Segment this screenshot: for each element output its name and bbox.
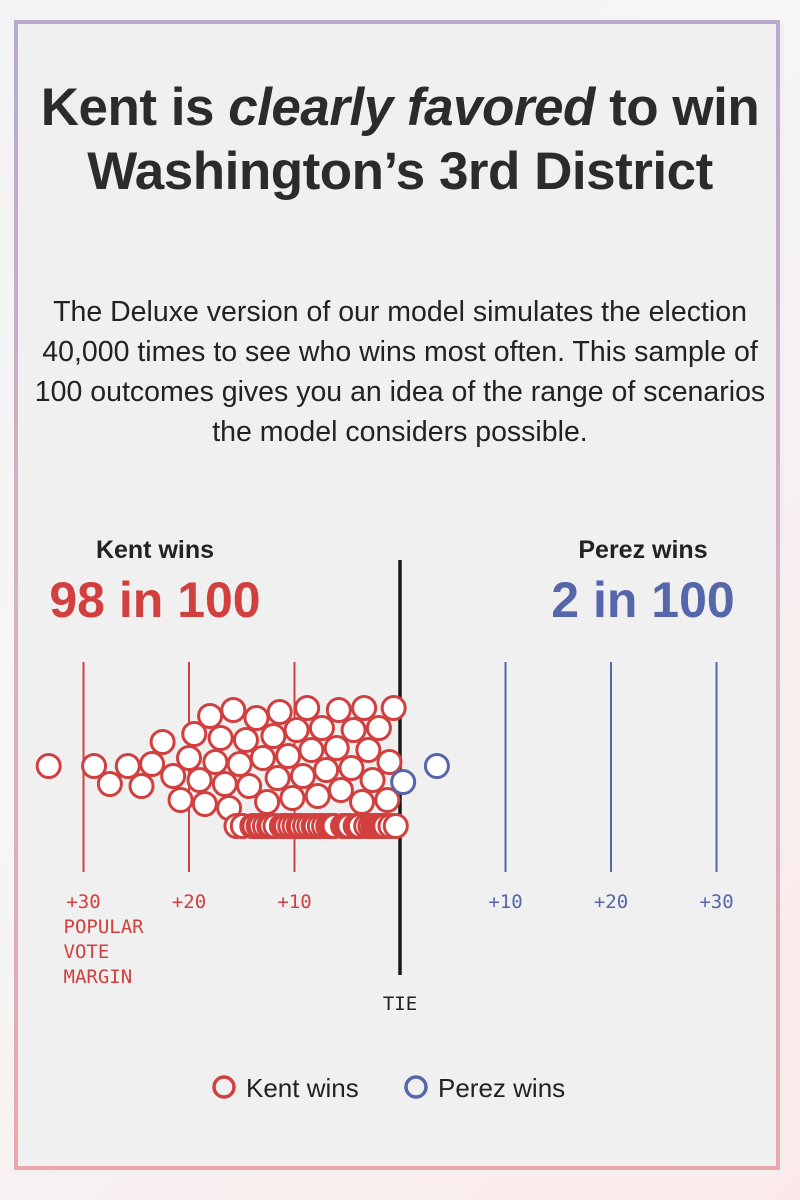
x-axis-label: POPULAR VOTE MARGIN [64,916,145,988]
kent-outcome-dot [338,755,365,781]
kent-outcome-dot [289,763,316,789]
kent-outcome-dot [128,773,155,799]
legend-perez-marker [404,1075,428,1099]
tie-label: TIE [383,993,417,1015]
legend-perez-label: Perez wins [438,1073,565,1103]
kent-outcome-dot [279,785,306,811]
title-emphasis: clearly favored [228,78,595,137]
kent-outcome-dot [294,695,321,721]
perez-wins-count: 2 in 100 [551,572,734,628]
tick-label: +10 [277,891,311,913]
kent-outcome-dot [304,783,331,809]
kent-outcome-dot [380,695,407,721]
kent-outcome-dot [355,737,382,763]
kent-outcome-dot [313,757,340,783]
perez-outcome-dot [423,753,450,779]
kent-outcome-dot [382,813,409,839]
kent-outcome-dot [226,751,253,777]
perez-wins-heading: Perez wins [578,536,707,564]
legend-kent-label: Kent wins [246,1073,359,1103]
kent-outcome-dot [167,787,194,813]
kent-outcome-dot [236,773,263,799]
kent-outcome-dot [191,791,218,817]
perez-outcome-dot [390,769,417,795]
title-part: to win Washington’s 3rd District [87,78,760,201]
kent-outcome-dot [81,753,108,779]
kent-outcome-dot [264,765,291,791]
x-axis-label-line: POPULAR [64,916,145,938]
kent-outcome-dot [308,715,335,741]
tick-label: +10 [488,891,522,913]
kent-outcome-dot [96,771,123,797]
kent-outcome-dot [254,789,281,815]
tick-label: +20 [172,891,206,913]
kent-outcome-dot [340,717,367,743]
legend-kent-marker [212,1075,236,1099]
kent-outcome-dot [232,727,259,753]
kent-outcome-dot [211,771,238,797]
kent-outcome-dot [207,725,234,751]
kent-outcome-dot [359,767,386,793]
chart-subtitle: The Deluxe version of our model simulate… [34,296,766,448]
kent-wins-count: 98 in 100 [49,572,260,628]
kent-wins-heading: Kent wins [96,536,214,564]
legend: Kent wins Perez wins [212,1073,565,1103]
kent-outcome-dot [325,697,352,723]
chart-title: Kent is clearly favored to win Washingto… [40,76,760,204]
x-axis-label-line: MARGIN [64,966,133,988]
title-part: Kent is [40,78,229,137]
kent-outcome-dot [202,749,229,775]
kent-outcome-dot [243,705,270,731]
kent-outcome-dot [249,745,276,771]
kent-outcome-dot [181,721,208,747]
tick-label: +30 [699,891,733,913]
kent-outcome-dot [176,745,202,771]
kent-outcome-dot [275,743,302,769]
kent-outcome-dot [35,753,62,779]
kent-outcome-dot [149,729,176,755]
kent-outcome-dot [160,763,187,789]
tick-label: +30 [66,891,100,913]
kent-outcome-dot [186,767,213,793]
kent-outcome-dot [349,789,376,815]
kent-outcome-dot [220,697,247,723]
kent-outcome-dot [374,787,401,813]
kent-outcome-dot [139,751,166,777]
kent-outcome-dot [283,717,310,743]
kent-outcome-dot [114,753,141,779]
kent-outcome-dot [365,715,392,741]
tick-label: +20 [594,891,628,913]
x-axis-label-line: VOTE [64,941,110,963]
kent-outcome-dot [298,737,325,763]
kent-outcome-dot [266,699,293,725]
kent-outcome-dot [260,723,287,749]
kent-outcome-dot [327,777,354,803]
kent-outcome-dot [323,735,350,761]
kent-outcome-dot [376,749,403,775]
kent-outcome-dot [197,703,224,729]
kent-outcome-dot [351,695,378,721]
